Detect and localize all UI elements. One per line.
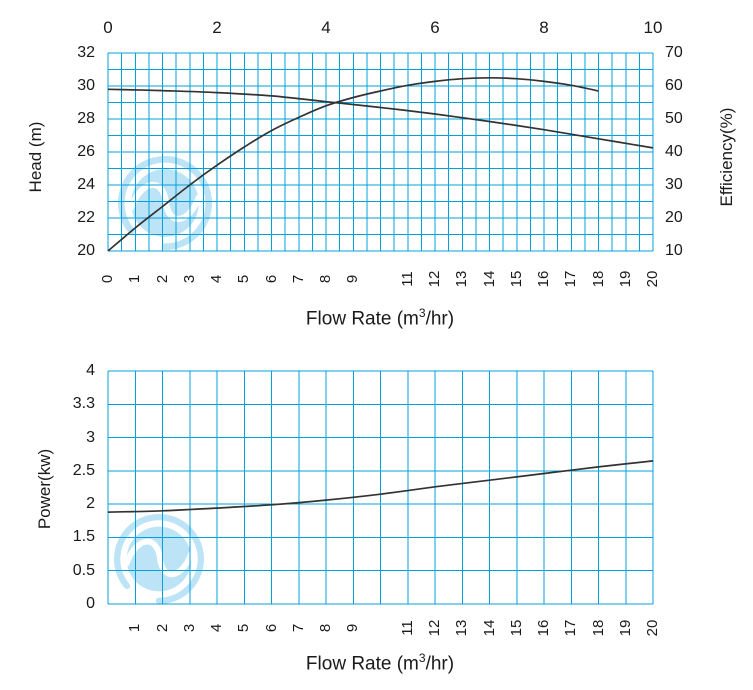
bottom-x-tick-label: 15 — [507, 619, 525, 637]
bottom-x-tick-label: 3 — [180, 623, 198, 633]
bottom-x-tick-label: 9 — [344, 623, 362, 633]
bottom-x-tick-label: 12 — [426, 619, 443, 637]
bottom-x-tick-label: 18 — [589, 619, 607, 637]
superscript-3: 3 — [418, 306, 426, 320]
bottom-x-tick-label: 2 — [153, 274, 171, 284]
flow-rate-axis-title-top: Flow Rate (m3/hr) — [260, 306, 500, 330]
right-y-tick-label: 20 — [665, 209, 683, 226]
left-y-tick-label: 0 — [86, 595, 95, 612]
efficiency-curve — [107, 76, 599, 252]
bottom-x-tick-label: 4 — [208, 623, 225, 633]
left-y-tick-label: 0.5 — [72, 561, 95, 579]
bottom-x-tick-label: 12 — [426, 270, 443, 288]
bottom-x-tick-label: 9 — [344, 274, 362, 284]
left-y-tick-label: 26 — [77, 143, 95, 160]
bottom-x-tick-label: 0 — [99, 274, 116, 284]
flow-rate-axis-title-bottom: Flow Rate (m3/hr) — [260, 651, 500, 675]
flow-rate-label-text: Flow Rate (m — [305, 653, 419, 675]
left-y-tick-label: 20 — [77, 242, 95, 259]
left-y-tick-label: 1.5 — [72, 528, 95, 546]
flow-rate-unit-text: /hr) — [425, 653, 455, 675]
bottom-x-tick-label: 7 — [289, 274, 307, 284]
head-curve — [107, 88, 654, 149]
swirl-logo-watermark-icon — [114, 514, 205, 605]
bottom-x-tick-label: 19 — [616, 619, 634, 637]
right-y-tick-label: 10 — [665, 242, 683, 259]
bottom-x-tick-label: 7 — [289, 623, 307, 633]
bottom-x-tick-label: 5 — [235, 274, 253, 284]
left-y-tick-label: 22 — [77, 209, 95, 226]
power-plot — [107, 370, 654, 605]
bottom-x-tick-label: 19 — [616, 270, 634, 288]
superscript-3: 3 — [418, 651, 426, 665]
bottom-x-tick-label: 20 — [644, 270, 661, 288]
flow-rate-unit-text: /hr) — [425, 308, 455, 330]
efficiency-axis-title: Efficiency(%) — [717, 107, 736, 207]
top-x-tick-label: 8 — [539, 18, 549, 37]
right-y-tick-label: 60 — [665, 77, 683, 94]
top-x-tick-label: 0 — [103, 18, 113, 37]
head-axis-title: Head (m) — [26, 121, 45, 193]
left-y-tick-label: 30 — [77, 77, 95, 94]
bottom-x-tick-label: 4 — [208, 274, 225, 284]
right-y-tick-label: 50 — [665, 110, 683, 127]
bottom-x-tick-label: 11 — [398, 620, 416, 636]
bottom-x-tick-label: 17 — [562, 270, 580, 288]
power-axis-title: Power(kw) — [35, 448, 54, 530]
right-y-tick-label: 30 — [665, 176, 683, 193]
bottom-x-tick-label: 18 — [589, 270, 607, 288]
bottom-x-tick-label: 16 — [535, 270, 552, 288]
flow-rate-label-text: Flow Rate (m — [305, 308, 419, 330]
bottom-x-tick-label: 8 — [317, 623, 334, 633]
bottom-x-tick-label: 6 — [262, 274, 280, 284]
bottom-x-tick-label: 14 — [480, 270, 498, 288]
power-curve — [107, 460, 654, 513]
left-y-tick-label: 28 — [77, 110, 95, 127]
right-y-tick-label: 70 — [665, 44, 683, 61]
bottom-x-tick-label: 15 — [507, 270, 525, 288]
head-efficiency-plot — [107, 52, 654, 252]
bottom-x-tick-label: 13 — [453, 270, 471, 288]
bottom-x-tick-label: 16 — [535, 619, 552, 637]
top-x-tick-label: 4 — [321, 18, 331, 37]
bottom-x-tick-label: 3 — [180, 274, 198, 284]
bottom-x-tick-label: 6 — [262, 623, 280, 633]
left-y-tick-label: 4 — [86, 362, 95, 379]
top-x-tick-label: 2 — [212, 18, 222, 37]
bottom-x-tick-label: 17 — [562, 619, 580, 637]
left-y-tick-label: 2.5 — [72, 461, 95, 479]
left-y-tick-label: 32 — [77, 44, 95, 61]
grid-lines — [107, 52, 654, 252]
bottom-x-tick-label: 11 — [398, 271, 416, 287]
left-y-tick-label: 2 — [86, 495, 95, 513]
top-x-tick-label: 6 — [430, 18, 440, 37]
bottom-x-tick-label: 8 — [317, 274, 334, 284]
right-y-tick-label: 40 — [665, 143, 683, 160]
bottom-x-tick-label: 14 — [480, 619, 498, 637]
bottom-x-tick-label: 5 — [235, 623, 253, 633]
bottom-x-tick-label: 1 — [126, 623, 144, 633]
left-y-tick-label: 24 — [77, 176, 95, 193]
bottom-x-tick-label: 2 — [153, 623, 171, 633]
bottom-x-tick-label: 20 — [644, 619, 661, 637]
bottom-x-tick-label: 1 — [126, 274, 144, 284]
top-x-tick-label: 10 — [643, 18, 663, 37]
left-y-tick-label: 3 — [86, 428, 95, 446]
bottom-x-tick-label: 13 — [453, 619, 471, 637]
left-y-tick-label: 3.3 — [72, 395, 95, 413]
grid-lines — [107, 370, 654, 605]
